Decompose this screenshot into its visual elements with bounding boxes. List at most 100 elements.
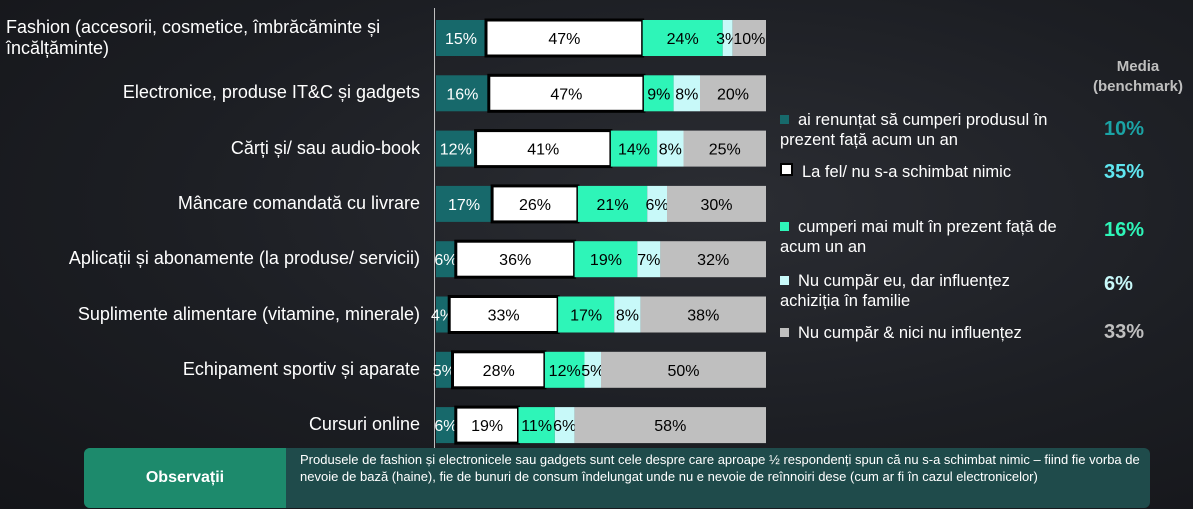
data-label: 8% xyxy=(616,308,639,325)
bar-segment xyxy=(637,241,661,278)
data-label: 6% xyxy=(553,418,576,435)
data-label: 6% xyxy=(434,418,457,435)
bar-segment xyxy=(642,20,723,56)
bar-segment xyxy=(436,296,450,333)
data-label: 6% xyxy=(434,252,457,269)
bar-segment xyxy=(640,296,766,333)
legend-text: La fel/ nu s-a schimbat nimic xyxy=(802,163,1012,181)
data-label: 21% xyxy=(597,197,629,214)
observations-title: Observații xyxy=(84,448,286,508)
legend-item: ai renunțat să cumperi produsul în prezen… xyxy=(780,110,1100,150)
bar-segment xyxy=(610,130,658,167)
bar-segment xyxy=(544,351,585,388)
legend-item-line: La fel/ nu s-a schimbat nimic xyxy=(780,162,1100,182)
data-label: 14% xyxy=(618,142,650,159)
legend-swatch xyxy=(780,328,789,337)
category-label: Electronice, produse IT&C și gadgets xyxy=(123,82,420,103)
data-label: 32% xyxy=(697,252,729,269)
bar-segment xyxy=(660,241,766,278)
category-label: Cursuri online xyxy=(309,414,420,435)
data-label: 11% xyxy=(521,418,552,435)
bar-segment xyxy=(732,20,766,56)
bar-segment xyxy=(454,239,577,279)
bar-segment xyxy=(722,20,733,56)
category-label-line: Electronice, produse IT&C și gadgets xyxy=(122,82,420,103)
data-label: 24% xyxy=(667,31,699,48)
legend-text: achiziția în familie xyxy=(780,292,911,310)
legend-item-line: cumperi mai mult în prezent față de xyxy=(780,217,1100,237)
bar-segment xyxy=(436,185,493,222)
bar-segment xyxy=(584,351,601,388)
category-label: Fashion (accesorii, cosmetice, îmbrăcămi… xyxy=(6,17,380,59)
bar-segment xyxy=(474,129,613,169)
category-label-line: Fashion (accesorii, cosmetice, îmbrăcămi… xyxy=(6,17,381,37)
bar-segment xyxy=(643,75,674,112)
benchmark-value: 16% xyxy=(1104,219,1145,241)
legend-text: prezent față acum un an xyxy=(780,131,958,149)
data-label: 47% xyxy=(550,86,582,103)
legend-text: acum un an xyxy=(780,238,867,256)
legend-text: Nu cumpăr eu, dar influențez xyxy=(798,272,1010,290)
bar-segment xyxy=(490,184,580,224)
data-label: 50% xyxy=(667,363,699,380)
bar-segment xyxy=(436,407,456,444)
bar-segment xyxy=(436,130,476,167)
bar-segment xyxy=(601,351,766,388)
legend-item: Nu cumpăr & nici nu influențez xyxy=(780,323,1100,343)
benchmark-header-line2: (benchmark) xyxy=(1092,78,1184,95)
legend-item-line: Nu cumpăr eu, dar influențez xyxy=(780,271,1100,291)
data-label: 17% xyxy=(448,197,480,214)
data-label: 41% xyxy=(527,142,559,159)
observations-text: Produsele de fashion și electronicele sa… xyxy=(300,452,1140,484)
data-label: 30% xyxy=(700,197,732,214)
bar-segment xyxy=(574,241,638,278)
bar-segment xyxy=(657,130,684,167)
category-label: Mâncare comandată cu livrare xyxy=(178,193,420,214)
data-label: 5% xyxy=(581,363,604,380)
benchmark-value: 35% xyxy=(1104,161,1145,183)
legend-item-line: prezent față acum un an xyxy=(780,130,1100,150)
category-label-line: încălțăminte) xyxy=(6,38,110,58)
bar-segment xyxy=(436,241,456,278)
data-label: 16% xyxy=(446,86,478,103)
data-label: 47% xyxy=(548,31,580,48)
benchmark-header-line1: Media xyxy=(1116,58,1160,75)
bar-segment xyxy=(700,75,766,112)
chart-axis-line xyxy=(434,8,435,448)
data-label: 28% xyxy=(483,363,515,380)
bar-segment xyxy=(614,296,641,333)
bar-segment xyxy=(558,296,615,333)
data-label: 12% xyxy=(549,363,581,380)
category-label-line: Aplicații și abonamente (la produse/ ser… xyxy=(68,248,420,269)
data-label: 5% xyxy=(433,363,456,380)
observations-panel: Observații Produsele de fashion și elect… xyxy=(84,448,1150,508)
data-label: 36% xyxy=(499,252,531,269)
category-label: Aplicații și abonamente (la produse/ ser… xyxy=(69,248,420,269)
bar-segment xyxy=(554,407,575,444)
data-label: 9% xyxy=(647,86,670,103)
data-label: 20% xyxy=(717,86,749,103)
legend-swatch xyxy=(780,222,789,231)
bar-segment xyxy=(647,185,667,222)
data-label: 25% xyxy=(709,142,741,159)
bar-segment xyxy=(683,130,766,167)
legend-item: Nu cumpăr eu, dar influențez achiziția în… xyxy=(780,271,1100,311)
bar-segment xyxy=(574,407,766,444)
legend-item-line: acum un an xyxy=(780,237,1100,257)
category-label-line: Cărți și/ sau audio-book xyxy=(230,137,420,158)
data-label: 12% xyxy=(440,142,472,159)
bar-segment xyxy=(577,185,648,222)
data-label: 26% xyxy=(519,197,551,214)
bar-segment xyxy=(518,407,555,444)
legend-item: La fel/ nu s-a schimbat nimic xyxy=(780,162,1100,182)
legend-text: ai renunțat să cumperi produsul în xyxy=(798,111,1048,129)
data-label: 33% xyxy=(488,308,520,325)
benchmark-value: 10% xyxy=(1104,118,1145,140)
legend-text: cumperi mai mult în prezent față de xyxy=(798,218,1057,236)
data-label: 38% xyxy=(687,308,719,325)
data-label: 15% xyxy=(445,31,477,48)
benchmark-header: Media (benchmark) xyxy=(1086,57,1190,97)
legend-item-line: ai renunțat să cumperi produsul în xyxy=(780,110,1100,130)
bar-segment xyxy=(667,185,766,222)
